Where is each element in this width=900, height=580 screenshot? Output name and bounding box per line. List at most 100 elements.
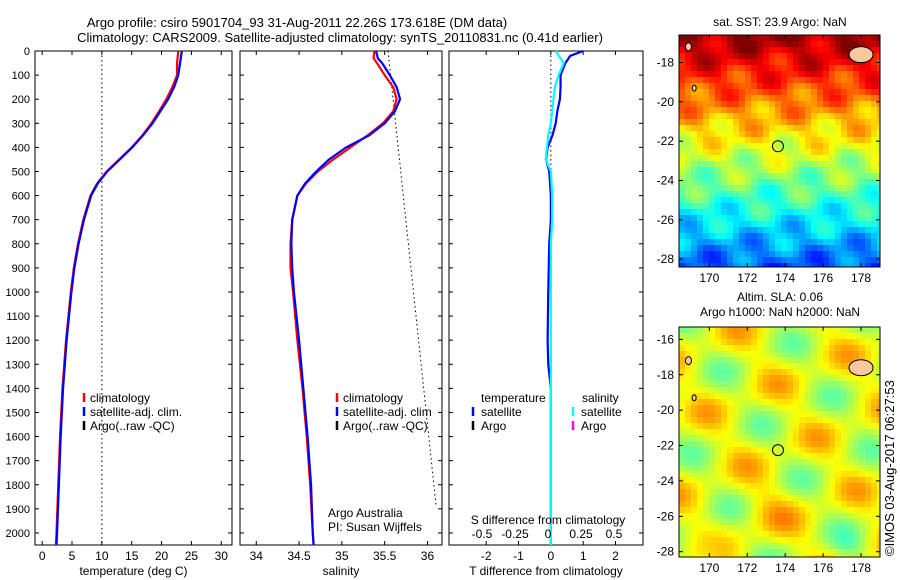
legend-label: Argo [581,419,607,433]
x-tick-label: 34 [250,549,264,563]
x2-tick-label: 0.5 [606,527,623,541]
lon-tick-label: 170 [699,561,719,575]
x-tick-label: 34.5 [287,549,311,563]
x2-tick-label: 0 [545,527,552,541]
depth-tick-label: 200 [12,94,30,106]
map-frame [678,326,881,558]
x-tick-label: -2 [481,549,492,563]
depth-tick-label: 1200 [6,335,30,347]
map-title: sat. SST: 23.9 Argo: NaN [713,15,846,29]
map-frame [678,34,881,268]
lat-tick-label: -26 [657,509,675,523]
lon-tick-label: 172 [737,271,757,285]
plot-frame [34,50,233,546]
depth-tick-label: 0 [24,46,30,58]
lat-tick-label: -20 [657,403,675,417]
x2-tick-label: -0.25 [501,527,529,541]
land-island [684,42,692,52]
land-fiji [848,359,874,377]
legend-label: climatology [343,391,403,405]
lon-tick-label: 174 [775,271,795,285]
legend-label: climatology [90,391,150,405]
land-island [684,356,692,366]
argo-location-marker [771,444,784,457]
profile-panel-3: -2 -1 0 1 2T difference from climatology temp… [448,49,644,578]
depth-tick-label: 1900 [6,504,30,516]
map-title-line-2: Argo h1000: NaN h2000: NaN [700,305,860,319]
x-tick-label: 0 [548,549,555,563]
depth-tick-label: 1700 [6,456,30,468]
legend-label: Argo(..raw -QC) [343,419,428,433]
depth-tick-label: 1400 [6,383,30,395]
lon-tick-label: 178 [851,271,871,285]
depth-tick-label: 500 [12,166,30,178]
credit-text: ©IMOS 03-Aug-2017 06:27:53 [882,380,897,556]
x2-tick-label: 0.25 [569,527,593,541]
lat-tick-label: -22 [657,439,675,453]
legend-label: Argo [481,419,507,433]
x-tick-label: 30 [215,549,229,563]
depth-tick-label: 1300 [6,359,30,371]
depth-tick-label: 1600 [6,432,30,444]
depth-tick-label: 1800 [6,480,30,492]
land-fiji [848,46,874,64]
legend-label: satellite-adj. clim [343,405,432,419]
x-tick-label: 25 [185,549,199,563]
legend-label: satellite-adj. clim. [90,405,182,419]
series-line-satellite-adj-clim- [55,50,183,546]
sst-map: 170 172 174 176 178 -18 -20 -22 -24 -26 -28 sat. SS… [657,15,881,285]
x-tick-label: 0 [39,549,46,563]
depth-tick-label: 600 [12,191,30,203]
lat-tick-label: -28 [657,545,675,559]
x-tick-label: 5 [69,549,76,563]
lon-tick-label: 170 [699,271,719,285]
depth-tick-label: 100 [12,70,30,82]
x-tick-label: -1 [513,549,524,563]
lon-tick-label: 178 [851,561,871,575]
depth-tick-label: 400 [12,142,30,154]
depth-tick-label: 800 [12,239,30,251]
land-island [691,394,697,402]
depth-tick-label: 1100 [6,311,30,323]
series-line-satellite-adj-clim- [290,50,402,546]
x-axis-label: salinity [323,564,360,578]
legend-heading-salinity: salinity [582,391,619,405]
x-axis-label: T difference from climatology [469,564,623,578]
lat-tick-label: -24 [657,173,675,187]
legend-label: Argo(..raw -QC) [90,419,175,433]
title-line-2: Climatology: CARS2009. Satellite-adjuste… [77,30,603,45]
lat-tick-label: -18 [657,56,675,70]
lon-tick-label: 176 [813,271,833,285]
depth-tick-label: 300 [12,118,30,130]
x-tick-label: 2 [612,549,619,563]
profile-panel-1: 0100200300400500600700800900100011001200… [6,46,233,578]
plot-frame [448,50,644,546]
legend-heading-temperature: temperature [481,391,546,405]
lat-tick-label: -26 [657,213,675,227]
lon-tick-label: 174 [775,561,795,575]
land-island [691,84,697,92]
x-tick-label: 36 [421,549,435,563]
x2-axis-label: S difference from climatology [471,513,626,527]
x-tick-label: 35.5 [373,549,397,563]
depth-tick-label: 1500 [6,407,30,419]
lat-tick-label: -16 [657,332,675,346]
x2-tick-label: -0.5 [472,527,493,541]
annotation-line-2: PI: Susan Wijffels [328,520,422,534]
argo-location-marker [771,140,784,153]
sla-map: 170 172 174 176 178 -16 -18 -20 -22 -24 -26 -28 Alti… [657,290,881,575]
reference-line [387,50,437,506]
title-line-1: Argo profile: csiro 5901704_93 31-Aug-20… [87,15,507,30]
series-line-salinity-satellite [544,50,566,545]
x-tick-label: 20 [155,549,169,563]
legend-label: satellite [581,405,622,419]
map-field [679,327,880,557]
map-title-line-1: Altim. SLA: 0.06 [737,290,823,304]
profile-panel-2: 34 34.5 35 35.5 36 salinity climatologysatelli… [239,50,443,578]
lat-tick-label: -20 [657,95,675,109]
x-tick-label: 35 [335,549,349,563]
lon-tick-label: 176 [813,561,833,575]
lat-tick-label: -28 [657,252,675,266]
depth-tick-label: 900 [12,263,30,275]
